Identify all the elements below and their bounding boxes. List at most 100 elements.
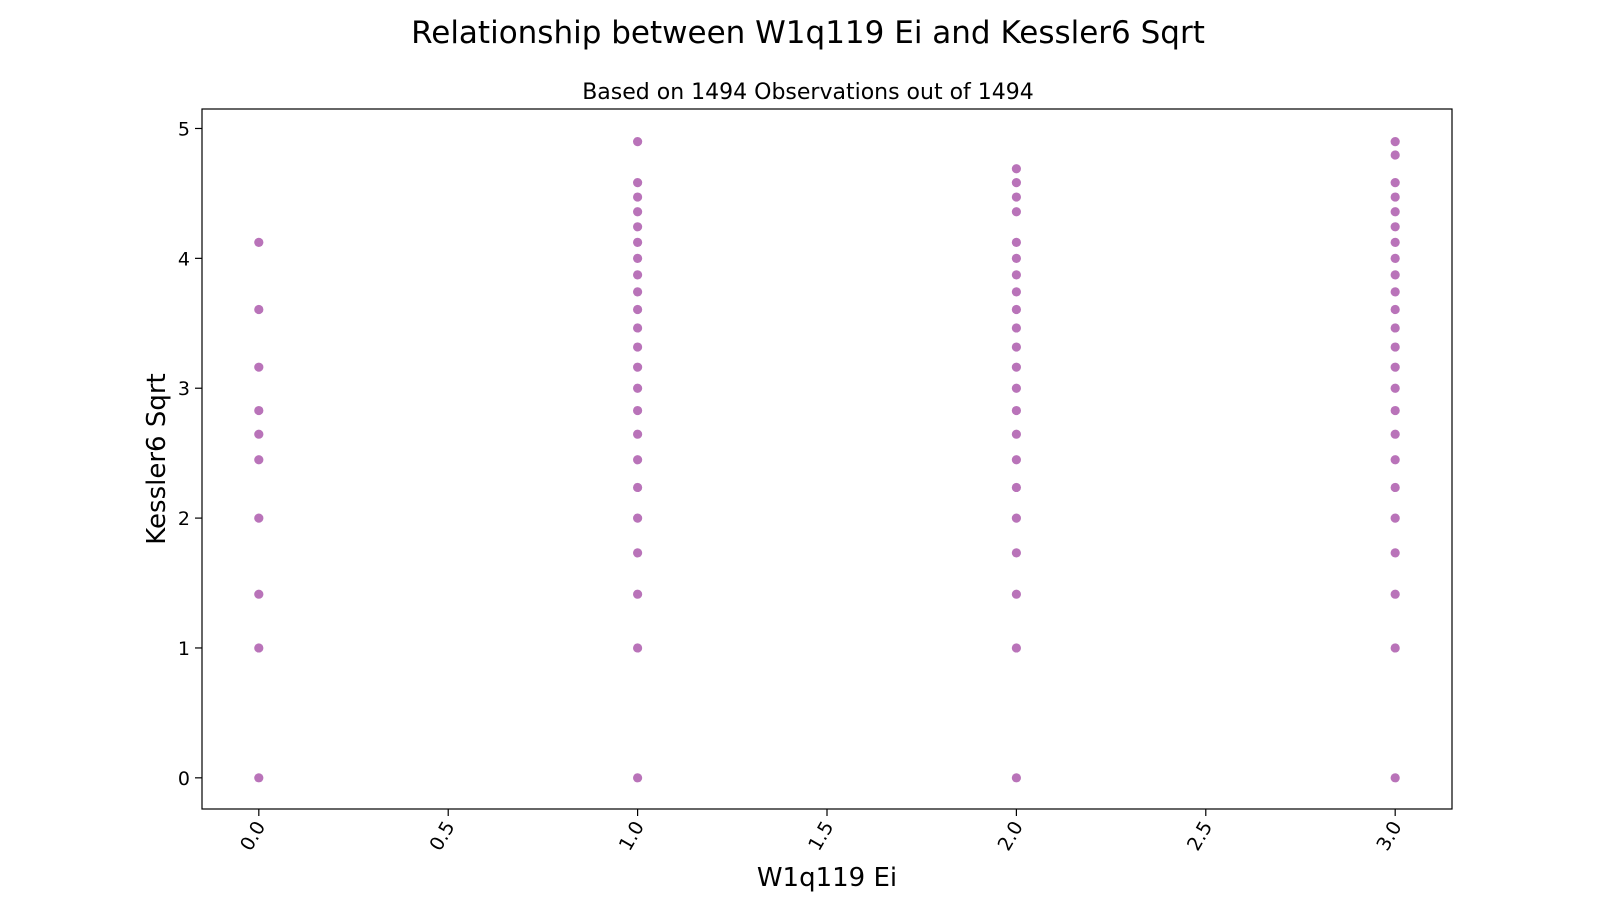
x-tick-label: 2.0 <box>994 818 1028 855</box>
data-point <box>1011 643 1021 653</box>
data-point <box>633 287 643 297</box>
data-point <box>254 237 264 247</box>
data-point <box>1011 482 1021 493</box>
data-point <box>1011 253 1021 263</box>
data-point <box>633 482 643 493</box>
data-point <box>1390 513 1400 523</box>
data-point <box>633 304 643 315</box>
data-point <box>1390 136 1400 147</box>
y-axis: 0 1 2 3 4 5 <box>178 118 202 790</box>
data-point <box>1390 405 1400 416</box>
data-point <box>254 304 264 315</box>
data-point <box>633 222 643 232</box>
data-point <box>1390 304 1400 315</box>
data-point <box>1390 429 1400 439</box>
y-tick-label: 2 <box>178 508 190 530</box>
data-point <box>254 455 264 465</box>
data-point <box>1011 513 1021 523</box>
data-point <box>633 429 643 439</box>
data-point <box>254 643 264 653</box>
data-point <box>633 405 643 416</box>
data-point <box>1390 455 1400 465</box>
data-point <box>1390 237 1400 247</box>
data-point <box>633 773 643 783</box>
data-point <box>254 429 264 439</box>
data-point <box>633 136 643 147</box>
data-point <box>1011 237 1021 247</box>
data-point <box>1390 287 1400 297</box>
data-point <box>1390 589 1400 599</box>
y-axis-label: Kessler6 Sqrt <box>142 373 172 544</box>
data-point <box>1011 342 1021 352</box>
data-point <box>1390 222 1400 232</box>
chart-title: Relationship between W1q119 Ei and Kessl… <box>411 15 1205 51</box>
x-tick-label: 0.5 <box>425 818 459 855</box>
data-point <box>633 342 643 352</box>
data-point <box>633 207 643 217</box>
x-axis: 0.0 0.5 1.0 1.5 2.0 2.5 3.0 <box>236 809 1407 855</box>
x-tick-label: 0.0 <box>236 818 270 855</box>
plot-area <box>201 108 1453 810</box>
data-point <box>1390 323 1400 333</box>
data-point <box>633 323 643 333</box>
x-tick-label: 1.5 <box>804 818 838 855</box>
data-point <box>1011 405 1021 416</box>
x-tick-label: 3.0 <box>1372 818 1406 855</box>
data-point <box>1390 548 1400 558</box>
chart-subtitle: Based on 1494 Observations out of 1494 <box>582 80 1034 105</box>
data-point <box>254 405 264 416</box>
data-point <box>633 589 643 599</box>
data-point <box>254 513 264 523</box>
data-point <box>1390 383 1400 393</box>
data-point <box>1390 253 1400 263</box>
data-point <box>1390 207 1400 217</box>
x-tick-label: 1.0 <box>615 818 649 855</box>
y-tick-label: 1 <box>178 638 190 660</box>
data-point <box>633 237 643 247</box>
data-point <box>1390 192 1400 202</box>
data-point <box>1011 192 1021 202</box>
data-point <box>1011 270 1021 280</box>
data-point <box>1011 429 1021 439</box>
data-points <box>254 136 1400 783</box>
data-point <box>633 383 643 393</box>
data-point <box>1390 773 1400 783</box>
y-tick-label: 3 <box>178 378 190 400</box>
data-point <box>1390 643 1400 653</box>
data-point <box>1011 304 1021 315</box>
data-point <box>1011 773 1021 783</box>
y-tick-label: 4 <box>178 248 190 270</box>
x-tick-label: 2.5 <box>1183 818 1217 855</box>
data-point <box>1011 287 1021 297</box>
data-point <box>633 270 643 280</box>
data-point <box>254 362 264 372</box>
data-point <box>1390 342 1400 352</box>
data-point <box>633 192 643 202</box>
data-point <box>1011 548 1021 558</box>
data-point <box>633 643 643 653</box>
data-point <box>1011 207 1021 217</box>
data-point <box>633 513 643 523</box>
data-point <box>1390 178 1400 188</box>
data-point <box>1011 589 1021 599</box>
data-point <box>254 589 264 599</box>
x-axis-label: W1q119 Ei <box>757 863 897 893</box>
data-point <box>1011 362 1021 372</box>
y-tick-label: 5 <box>178 118 190 140</box>
data-point <box>1011 383 1021 393</box>
data-point <box>1011 164 1021 174</box>
data-point <box>1390 150 1400 160</box>
y-tick-label: 0 <box>178 768 190 790</box>
data-point <box>254 773 264 783</box>
data-point <box>633 362 643 372</box>
data-point <box>1390 482 1400 493</box>
data-point <box>1390 270 1400 280</box>
data-point <box>1390 362 1400 372</box>
data-point <box>633 178 643 188</box>
data-point <box>633 455 643 465</box>
data-point <box>1011 178 1021 188</box>
data-point <box>1011 323 1021 333</box>
data-point <box>633 253 643 263</box>
data-point <box>633 548 643 558</box>
